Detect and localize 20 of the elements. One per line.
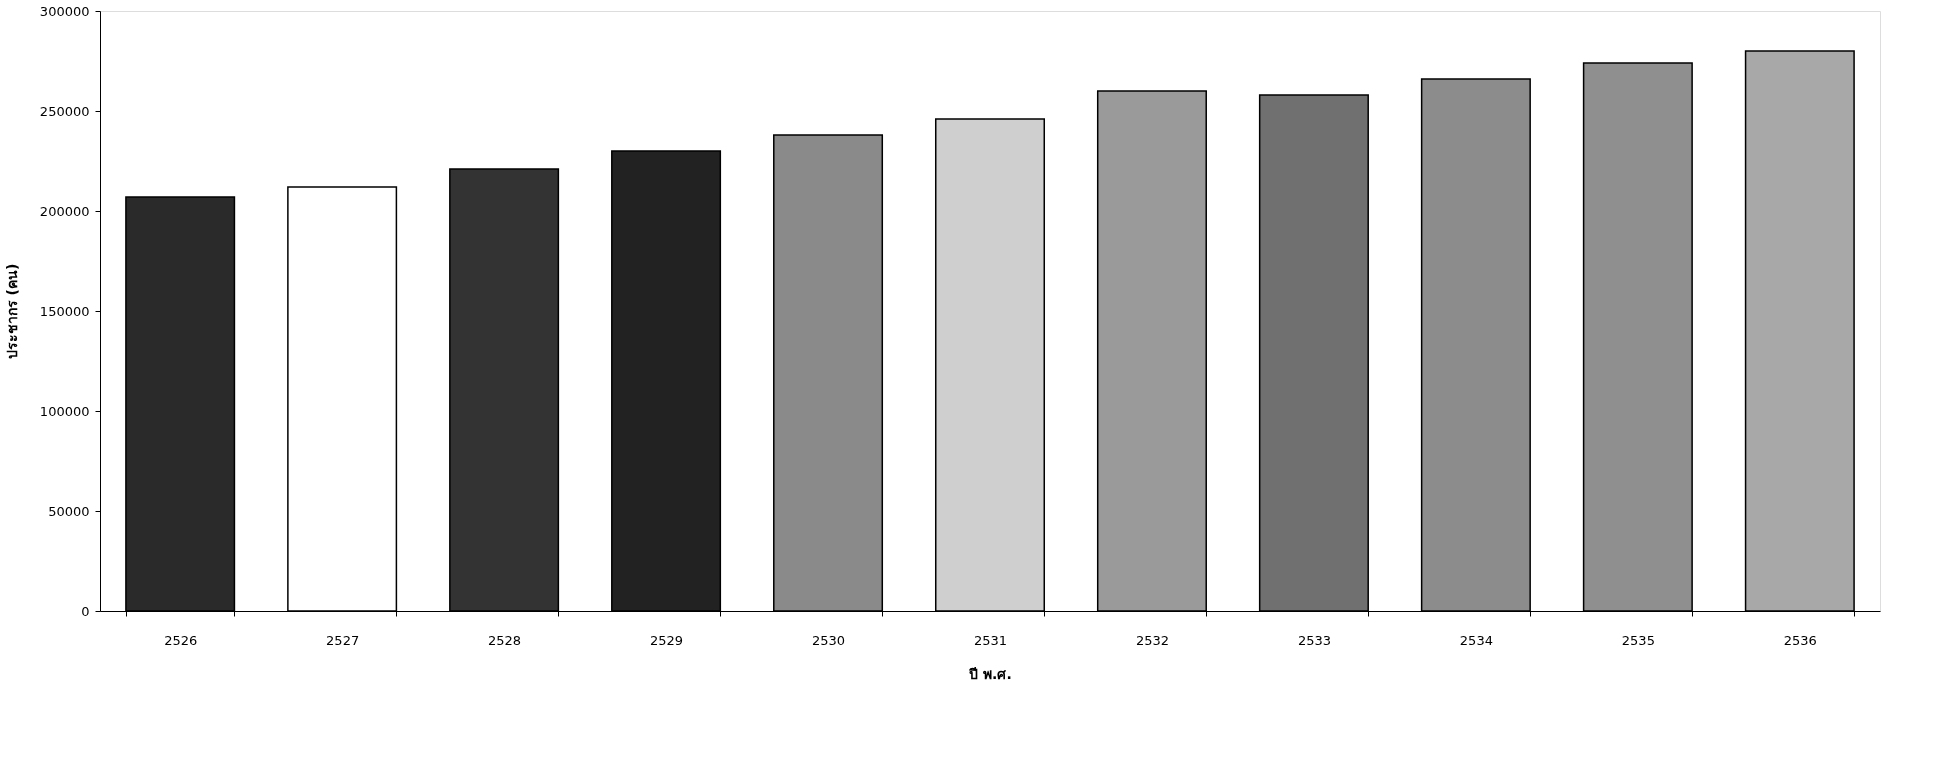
y-tick-label: 150000 [39, 303, 90, 319]
x-tick-label: 2534 [1459, 632, 1493, 648]
y-axis-title: ประชากร (คน) [3, 263, 20, 360]
x-tick-label: 2530 [811, 632, 846, 648]
y-tick-label: 300000 [39, 3, 90, 19]
x-tick-label: 2536 [1783, 632, 1817, 648]
x-tick-label: 2532 [1135, 632, 1170, 648]
x-tick-label: 2531 [973, 632, 1008, 648]
x-tick-label: 2526 [164, 632, 198, 648]
y-tick-label: 200000 [39, 203, 90, 219]
y-tick-label: 100000 [39, 403, 90, 419]
x-tick-label: 2528 [488, 632, 522, 648]
x-tick-label: 2527 [326, 632, 360, 648]
y-tick-label: 50000 [48, 503, 90, 519]
y-tick-label: 250000 [39, 103, 90, 119]
x-tick-label: 2535 [1621, 632, 1655, 648]
y-tick-label: 0 [81, 603, 90, 619]
x-tick-label: 2533 [1297, 632, 1331, 648]
x-tick-label: 2529 [650, 632, 684, 648]
x-axis-title: ปี พ.ศ. [968, 665, 1012, 682]
